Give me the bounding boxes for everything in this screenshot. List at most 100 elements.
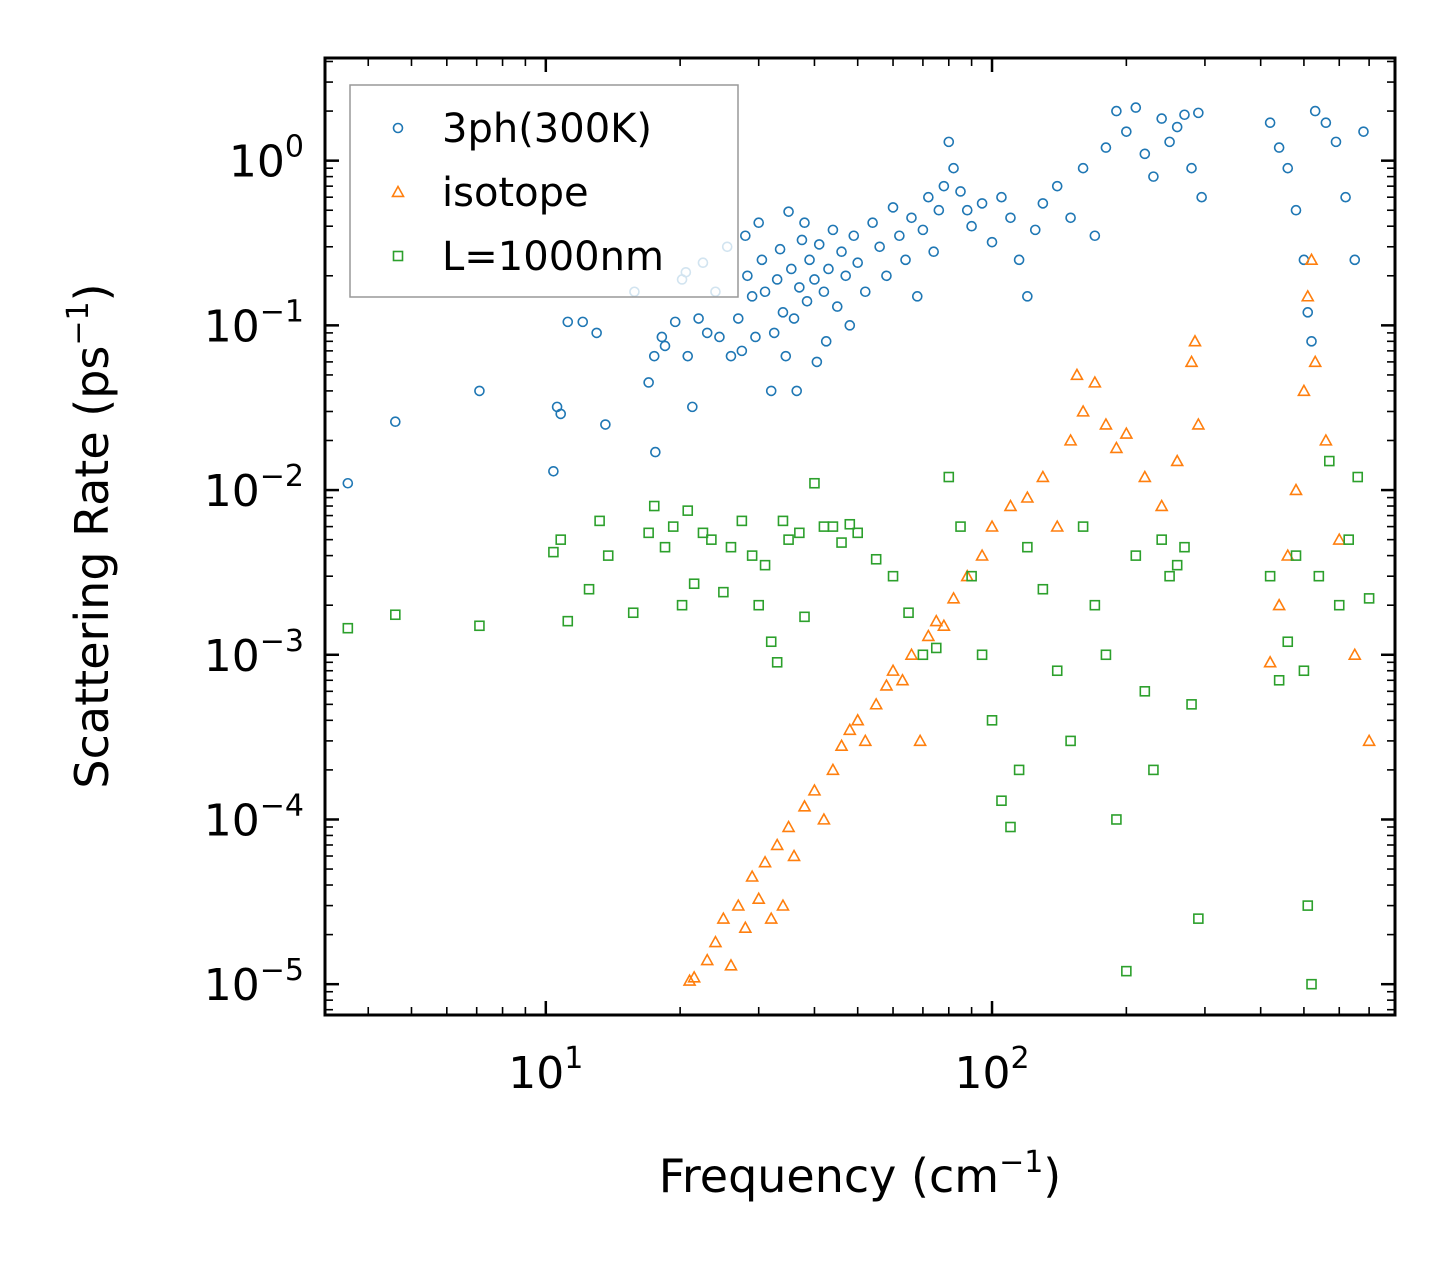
data-point (342, 477, 354, 489)
data-point (842, 722, 857, 736)
data-point (1264, 117, 1276, 128)
legend-label: L=1000nm (442, 234, 664, 280)
y-tick-labels: 100 10−1 10−2 10−3 10−4 10−5 (204, 130, 304, 1012)
data-point (725, 350, 737, 362)
data-point (1170, 453, 1185, 467)
data-point (742, 270, 753, 282)
data-point (852, 257, 864, 269)
data-point (724, 958, 738, 971)
data-point (1003, 498, 1018, 512)
data-point (1298, 665, 1310, 677)
data-point (714, 331, 725, 343)
legend: 3ph(300K) isotope L=1000nm (349, 84, 739, 298)
data-point (913, 733, 927, 747)
data-point (903, 607, 914, 619)
data-point (1280, 548, 1295, 561)
data-point (648, 350, 660, 362)
data-point (1263, 655, 1277, 668)
data-point (955, 186, 966, 197)
data-point (1330, 136, 1342, 148)
data-point (1089, 599, 1101, 611)
data-point (708, 934, 723, 948)
data-point (591, 327, 602, 339)
data-point (807, 783, 822, 796)
data-point (1319, 433, 1333, 446)
data-point (1111, 814, 1122, 825)
data-point (1282, 636, 1294, 648)
data-point (1076, 404, 1090, 417)
data-point (1154, 498, 1169, 512)
legend-entry: 3ph(300K) (392, 106, 652, 152)
data-point (1029, 224, 1041, 236)
data-point (923, 191, 934, 203)
data-point (1148, 171, 1159, 182)
data-point (1077, 521, 1089, 532)
data-point (1304, 252, 1319, 266)
data-point (817, 812, 831, 825)
data-point (917, 224, 929, 236)
data-point (1358, 126, 1369, 137)
data-point (955, 521, 966, 532)
data-point (836, 246, 847, 258)
data-point (1139, 148, 1151, 160)
data-point (1289, 482, 1303, 496)
data-point (706, 534, 717, 545)
data-point (1273, 674, 1285, 686)
data-point (577, 316, 589, 328)
data-point (840, 270, 852, 282)
data-point (555, 408, 567, 420)
x-axis-title: Frequency (cm−1) (659, 1145, 1062, 1203)
data-point (659, 541, 671, 553)
data-point (823, 263, 834, 275)
data-point (1099, 417, 1113, 430)
data-point (1186, 162, 1197, 174)
data-point (986, 236, 998, 248)
data-point (1302, 307, 1314, 318)
data-point (756, 254, 768, 266)
data-point (716, 911, 731, 924)
data-point (777, 307, 789, 318)
data-point (1347, 647, 1362, 660)
data-point (827, 521, 839, 532)
data-point (1121, 126, 1132, 137)
data-point (765, 636, 777, 648)
data-point (768, 327, 780, 339)
data-point (887, 570, 899, 582)
data-point (548, 465, 559, 477)
data-point (946, 591, 961, 604)
data-point (1137, 469, 1152, 483)
data-point (1306, 336, 1317, 347)
data-point (869, 697, 884, 710)
data-point (813, 239, 825, 250)
data-point (933, 204, 945, 216)
x-tick-labels: 101 102 (508, 1041, 1029, 1099)
data-point (693, 313, 704, 324)
data-point (1077, 162, 1089, 174)
data-point (600, 419, 611, 430)
data-point (725, 541, 737, 553)
data-point (1037, 583, 1049, 595)
data-point (1264, 570, 1276, 582)
data-point (966, 220, 977, 232)
data-point (858, 733, 873, 747)
data-point (943, 136, 955, 148)
data-point (801, 295, 813, 307)
data-point (799, 611, 810, 623)
data-point (643, 527, 654, 539)
data-point (688, 578, 700, 590)
data-point (390, 609, 401, 621)
data-point (811, 356, 823, 368)
y-axis-title-tail: ) (65, 283, 119, 301)
data-point (1171, 121, 1183, 133)
data-point (1308, 354, 1323, 368)
data-point (1022, 291, 1033, 302)
data-point (765, 385, 777, 397)
data-point (1193, 107, 1204, 119)
data-point (783, 534, 794, 545)
data-point (1156, 534, 1167, 545)
data-point (1051, 180, 1063, 192)
data-point (1065, 735, 1076, 747)
data-point (917, 649, 929, 661)
data-point (1332, 532, 1347, 545)
